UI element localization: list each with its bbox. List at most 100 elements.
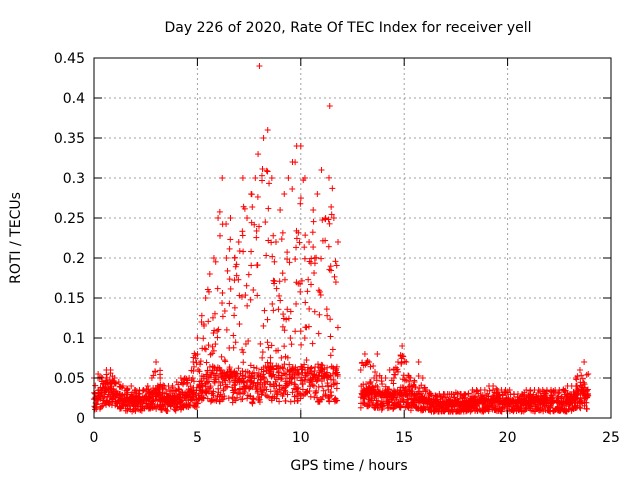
data-point bbox=[219, 300, 226, 307]
data-point bbox=[293, 300, 300, 307]
data-point bbox=[384, 405, 391, 412]
data-point bbox=[332, 279, 339, 286]
data-point bbox=[541, 403, 548, 410]
data-point bbox=[239, 175, 246, 181]
y-tick-label: 0 bbox=[76, 411, 85, 427]
data-point bbox=[182, 392, 189, 399]
data-point bbox=[270, 232, 277, 239]
data-point bbox=[528, 394, 535, 401]
data-point bbox=[157, 381, 164, 388]
data-point bbox=[322, 392, 329, 399]
data-point bbox=[205, 318, 212, 325]
data-point bbox=[198, 319, 205, 325]
data-point bbox=[374, 351, 381, 357]
data-point bbox=[235, 365, 242, 372]
data-point bbox=[306, 388, 313, 395]
data-point bbox=[214, 334, 221, 341]
data-point bbox=[297, 195, 304, 202]
data-point bbox=[366, 380, 373, 387]
data-point bbox=[186, 375, 193, 381]
data-point bbox=[190, 368, 197, 375]
data-point bbox=[245, 374, 252, 381]
data-point bbox=[231, 255, 238, 261]
data-point bbox=[287, 308, 294, 315]
data-point bbox=[390, 380, 397, 387]
data-point bbox=[215, 378, 222, 385]
data-point bbox=[312, 389, 319, 396]
data-point bbox=[274, 365, 281, 372]
data-point bbox=[190, 378, 197, 385]
data-point bbox=[365, 403, 372, 410]
data-point bbox=[196, 368, 203, 375]
data-point bbox=[209, 343, 216, 350]
data-point bbox=[332, 398, 339, 405]
data-point bbox=[253, 234, 260, 241]
data-point bbox=[136, 398, 143, 405]
data-point bbox=[540, 396, 547, 403]
data-point bbox=[270, 366, 277, 373]
data-point bbox=[490, 392, 497, 399]
data-point bbox=[281, 387, 288, 394]
data-point bbox=[234, 394, 241, 401]
data-point bbox=[247, 362, 254, 369]
data-point bbox=[190, 363, 197, 370]
y-tick-label: 0.2 bbox=[63, 251, 85, 267]
data-point bbox=[298, 374, 305, 381]
data-point bbox=[222, 358, 229, 365]
data-point bbox=[198, 312, 205, 319]
data-point bbox=[264, 168, 271, 175]
data-point bbox=[211, 327, 218, 334]
data-point bbox=[149, 398, 156, 405]
x-tick-label: 25 bbox=[602, 430, 620, 446]
data-point bbox=[367, 378, 374, 385]
data-point bbox=[204, 395, 211, 402]
data-point bbox=[263, 167, 270, 174]
data-point bbox=[302, 299, 309, 306]
chart-title: Day 226 of 2020, Rate Of TEC Index for r… bbox=[164, 20, 531, 36]
data-point bbox=[233, 372, 240, 379]
data-point bbox=[276, 278, 283, 285]
data-point bbox=[223, 255, 230, 261]
data-point bbox=[314, 394, 321, 401]
data-point bbox=[254, 292, 261, 299]
data-point bbox=[232, 339, 239, 346]
data-point bbox=[248, 378, 255, 385]
data-point bbox=[251, 375, 258, 382]
data-point bbox=[334, 324, 341, 331]
data-point bbox=[448, 391, 455, 397]
data-point bbox=[244, 392, 251, 399]
data-point bbox=[100, 397, 107, 404]
data-point bbox=[108, 383, 115, 390]
data-point bbox=[328, 392, 335, 399]
data-point bbox=[305, 276, 312, 283]
data-point bbox=[411, 384, 418, 391]
data-point bbox=[516, 397, 523, 404]
data-point bbox=[320, 387, 327, 394]
data-point bbox=[229, 399, 236, 406]
data-point bbox=[306, 305, 313, 312]
data-point bbox=[277, 297, 284, 304]
data-point bbox=[400, 353, 407, 360]
y-tick-label: 0.3 bbox=[63, 171, 85, 187]
data-point bbox=[210, 330, 217, 337]
data-point bbox=[323, 371, 330, 378]
data-point bbox=[229, 384, 236, 391]
data-point bbox=[536, 398, 543, 405]
data-point bbox=[236, 321, 243, 328]
data-point bbox=[216, 232, 223, 239]
data-point bbox=[163, 390, 170, 397]
data-point bbox=[328, 211, 335, 218]
data-point bbox=[282, 371, 289, 378]
data-point bbox=[531, 396, 538, 403]
data-point bbox=[315, 330, 322, 337]
data-point bbox=[415, 359, 422, 365]
data-point bbox=[257, 340, 264, 347]
data-point bbox=[585, 371, 592, 377]
data-point bbox=[284, 256, 291, 263]
data-point bbox=[128, 383, 135, 389]
data-point bbox=[242, 292, 249, 299]
data-point bbox=[520, 408, 527, 415]
data-point bbox=[363, 381, 370, 388]
data-point bbox=[332, 258, 339, 265]
data-point bbox=[301, 255, 308, 262]
